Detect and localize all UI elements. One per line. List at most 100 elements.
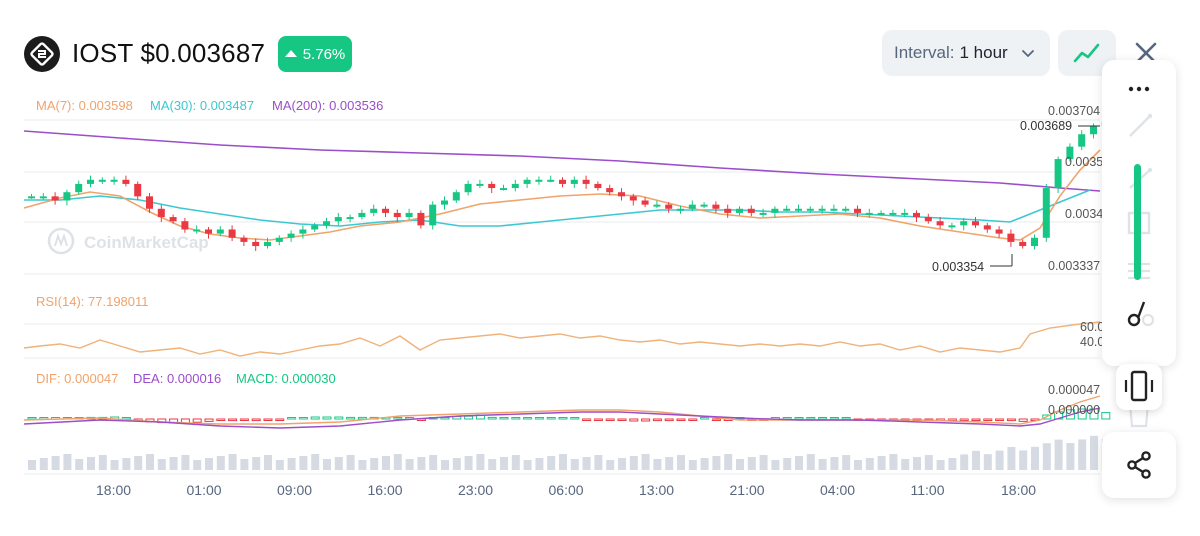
volume-bar	[287, 458, 296, 470]
volume-bar	[228, 454, 237, 470]
macd-bar	[558, 417, 568, 420]
volume-bar	[1031, 446, 1039, 470]
candle	[535, 179, 543, 182]
macd-bar	[310, 416, 320, 420]
macd-bar	[534, 417, 544, 420]
macd-bar	[593, 418, 603, 421]
macd-bar	[27, 417, 37, 420]
macd-bar	[1018, 418, 1028, 422]
macd-bar	[995, 418, 1005, 421]
candle	[1090, 125, 1097, 135]
volume-bar	[1007, 447, 1016, 470]
candle	[901, 212, 909, 215]
volume-bar	[948, 458, 957, 470]
macd-bar	[629, 418, 639, 422]
rsi-axis: 60.0 40.0	[1080, 320, 1104, 349]
volume-bar	[830, 457, 839, 470]
candle	[618, 192, 625, 197]
candle	[783, 208, 791, 211]
price-axis-label: 0.003704	[1048, 104, 1100, 118]
volume-bar	[972, 450, 980, 470]
macd-bar	[1101, 412, 1111, 420]
ma200-legend: MA(200): 0.003536	[272, 98, 383, 113]
volume-bar	[393, 454, 402, 470]
macd-bar	[511, 417, 521, 420]
ma7-line	[23, 149, 1101, 241]
rsi-legend: RSI(14): 77.198011	[36, 294, 149, 309]
macd-bar	[641, 418, 651, 422]
macd-bar	[676, 418, 686, 421]
watermark-text: CoinMarketCap	[84, 233, 209, 252]
candle	[594, 183, 602, 189]
volume-bar	[700, 458, 709, 470]
volume-bar	[783, 458, 792, 470]
share-panel	[1102, 432, 1176, 498]
candle	[146, 196, 153, 209]
macd-bar	[605, 418, 615, 421]
macd-bar	[251, 418, 261, 422]
candle	[358, 212, 366, 218]
volume-bar	[382, 456, 390, 470]
macd-bar	[971, 418, 981, 421]
candle	[700, 204, 708, 207]
volume-bar	[1054, 439, 1063, 470]
time-axis-label: 21:00	[730, 482, 765, 498]
rsi-axis-label: 60.0	[1080, 320, 1104, 334]
toolbar-scrollbar[interactable]	[1134, 164, 1141, 280]
trend-line-icon[interactable]	[1124, 112, 1154, 142]
price-change-badge: 5.76%	[278, 36, 352, 72]
high-annotation: 0.003689	[1020, 119, 1100, 133]
vibrate-mode-button[interactable]	[1116, 364, 1162, 410]
candle	[570, 179, 578, 184]
macd-bar	[523, 417, 533, 420]
macd-bar	[546, 417, 556, 420]
dea-line	[23, 407, 1101, 429]
time-axis-label: 06:00	[549, 482, 584, 498]
volume-bar	[559, 454, 567, 470]
volume-bar	[98, 455, 107, 470]
candle	[653, 204, 661, 207]
volume-bar	[582, 457, 591, 470]
volume-bar	[264, 455, 272, 470]
macd-bar	[806, 417, 816, 420]
time-axis-label: 13:00	[639, 482, 674, 498]
volume-bar	[995, 450, 1004, 470]
candle	[429, 204, 437, 226]
low-label: 0.003354	[932, 260, 984, 274]
candle	[452, 192, 460, 201]
candle	[629, 196, 637, 201]
macd-bar	[570, 417, 580, 420]
candle	[995, 229, 1003, 234]
brush-icon[interactable]	[1124, 298, 1154, 328]
candle	[299, 229, 307, 234]
chevron-down-icon	[1022, 50, 1034, 57]
volume-bar	[240, 459, 249, 470]
candle	[51, 196, 59, 201]
macd-bar	[298, 417, 308, 420]
volume-bar	[629, 456, 638, 470]
time-axis-label: 18:00	[1001, 482, 1036, 498]
candle	[523, 179, 531, 184]
more-icon[interactable]	[1124, 74, 1154, 104]
macd-bar	[688, 418, 698, 421]
volume-bar	[488, 459, 497, 470]
candle	[228, 229, 236, 238]
volume-bar	[157, 459, 166, 470]
interval-dropdown[interactable]: Interval: 1 hour	[882, 30, 1050, 76]
volume-bar	[535, 458, 544, 470]
candle	[913, 212, 920, 218]
candle	[677, 208, 684, 211]
volume-bar	[865, 458, 874, 470]
volume-bar	[311, 454, 320, 470]
volume-bar	[606, 460, 615, 470]
candle	[983, 225, 991, 230]
volume-bar	[795, 456, 803, 470]
volume-bar	[181, 455, 190, 470]
volume-bar	[736, 459, 744, 470]
share-icon[interactable]	[1124, 450, 1154, 480]
candle	[1054, 159, 1062, 189]
macd-axis-label: 0.000047	[1048, 383, 1100, 397]
macd-legend: MACD: 0.000030	[236, 371, 336, 386]
macd-bar	[794, 417, 804, 420]
